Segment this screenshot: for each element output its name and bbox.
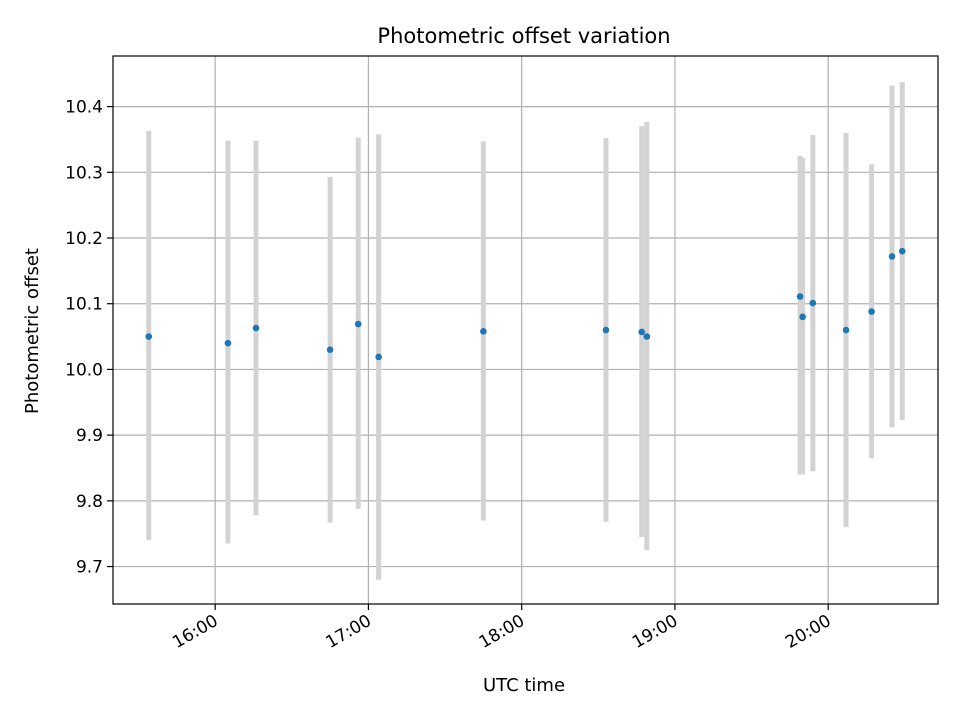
y-tick-label: 9.8	[76, 492, 103, 512]
data-point	[326, 346, 334, 354]
data-point	[145, 333, 153, 340]
y-tick-label: 10.4	[65, 98, 103, 118]
y-tick-label: 10.1	[65, 295, 103, 315]
data-point	[888, 253, 896, 260]
chart-title: Photometric offset variation	[377, 24, 670, 48]
data-point	[868, 308, 875, 315]
y-tick-label: 10.3	[65, 163, 103, 183]
data-point	[354, 320, 362, 328]
data-point	[224, 339, 232, 347]
data-point	[602, 326, 610, 334]
y-axis-ticks: 9.7 9.8 9.9 10.0 10.1 10.2 10.3 10.4	[65, 98, 113, 578]
data-points	[145, 247, 906, 361]
data-point	[638, 328, 646, 336]
y-tick-label: 9.9	[76, 426, 103, 446]
data-point	[842, 326, 850, 334]
y-axis-label: Photometric offset	[22, 248, 43, 414]
y-tick-label: 10.0	[65, 360, 103, 380]
data-point	[480, 328, 487, 335]
data-point	[252, 324, 260, 332]
x-axis-label: UTC time	[483, 675, 565, 696]
data-point	[643, 333, 651, 340]
y-tick-label: 10.2	[65, 229, 103, 249]
data-point	[898, 247, 906, 255]
data-point	[375, 353, 382, 361]
y-tick-label: 9.7	[76, 558, 103, 578]
data-point	[796, 293, 804, 300]
data-point	[799, 313, 806, 321]
data-point	[809, 299, 817, 307]
plot-frame	[112, 55, 939, 605]
